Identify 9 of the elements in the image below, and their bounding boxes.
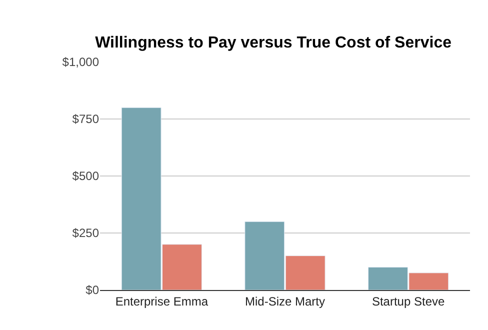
x-tick-label: Startup Steve bbox=[372, 294, 446, 308]
x-tick-label: Enterprise Emma bbox=[115, 294, 208, 308]
y-tick-label: $1,000 bbox=[62, 55, 100, 70]
y-tick-label: $250 bbox=[72, 226, 100, 240]
chart-title: Willingness to Pay versus True Cost of Service bbox=[95, 34, 452, 52]
y-tick-label: $0 bbox=[86, 283, 100, 298]
y-tick-label: $750 bbox=[72, 112, 100, 126]
y-tick-label: $500 bbox=[72, 169, 100, 184]
x-tick-label: Mid-Size Marty bbox=[244, 294, 326, 308]
